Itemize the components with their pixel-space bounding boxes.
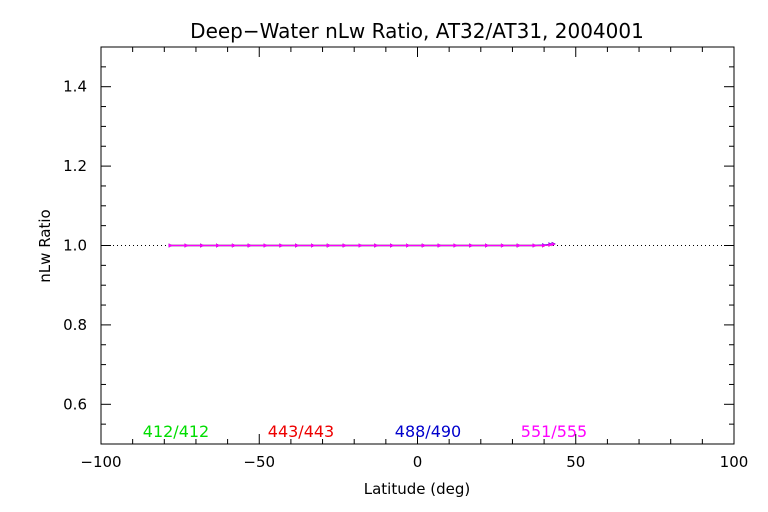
data-point bbox=[279, 243, 284, 248]
x-tick-label: 0 bbox=[413, 453, 423, 471]
data-point bbox=[437, 243, 442, 248]
data-point bbox=[421, 243, 426, 248]
data-point bbox=[263, 243, 268, 248]
series-488-490 bbox=[168, 241, 556, 248]
y-tick-label: 1.4 bbox=[63, 78, 87, 96]
data-point bbox=[200, 243, 205, 248]
x-tick-label: 50 bbox=[566, 453, 585, 471]
legend: 412/412 443/443 488/490 551/555 bbox=[143, 422, 587, 441]
data-point bbox=[342, 243, 347, 248]
legend-entry: 488/490 bbox=[395, 422, 461, 441]
data-point bbox=[542, 243, 547, 248]
axis-ticks: −100 −50 0 50 100 0.6 0.8 1.0 1.2 1.4 bbox=[63, 46, 749, 471]
data-point bbox=[548, 242, 553, 247]
x-tick-label: −50 bbox=[243, 453, 275, 471]
y-axis-label: nLw Ratio bbox=[36, 209, 54, 282]
data-point bbox=[247, 243, 252, 248]
y-tick-label: 0.8 bbox=[63, 316, 87, 334]
series-443-443 bbox=[168, 241, 556, 248]
legend-entry: 412/412 bbox=[143, 422, 209, 441]
data-point bbox=[216, 243, 221, 248]
data-point bbox=[168, 243, 173, 248]
data-point bbox=[532, 243, 537, 248]
y-tick-label: 1.2 bbox=[63, 157, 87, 175]
data-point bbox=[295, 243, 300, 248]
x-tick-label: 100 bbox=[720, 453, 749, 471]
data-point bbox=[453, 243, 458, 248]
legend-entry: 551/555 bbox=[521, 422, 587, 441]
chart-title: Deep−Water nLw Ratio, AT32/AT31, 2004001 bbox=[190, 19, 644, 43]
data-point bbox=[184, 243, 189, 248]
y-tick-label: 0.6 bbox=[63, 395, 87, 413]
legend-entry: 443/443 bbox=[268, 422, 334, 441]
y-tick-label: 1.0 bbox=[63, 237, 87, 255]
series-group bbox=[168, 241, 556, 248]
data-point bbox=[326, 243, 331, 248]
data-point bbox=[311, 243, 316, 248]
data-point bbox=[500, 243, 505, 248]
data-point bbox=[406, 243, 411, 248]
x-tick-label: −100 bbox=[80, 453, 121, 471]
data-point bbox=[516, 243, 521, 248]
data-point bbox=[390, 243, 395, 248]
data-point bbox=[551, 242, 556, 247]
data-point bbox=[358, 243, 363, 248]
data-point bbox=[374, 243, 379, 248]
x-axis-label: Latitude (deg) bbox=[364, 480, 470, 498]
series-551-555 bbox=[168, 242, 556, 248]
data-point bbox=[485, 243, 490, 248]
data-point bbox=[231, 243, 236, 248]
data-point bbox=[469, 243, 474, 248]
